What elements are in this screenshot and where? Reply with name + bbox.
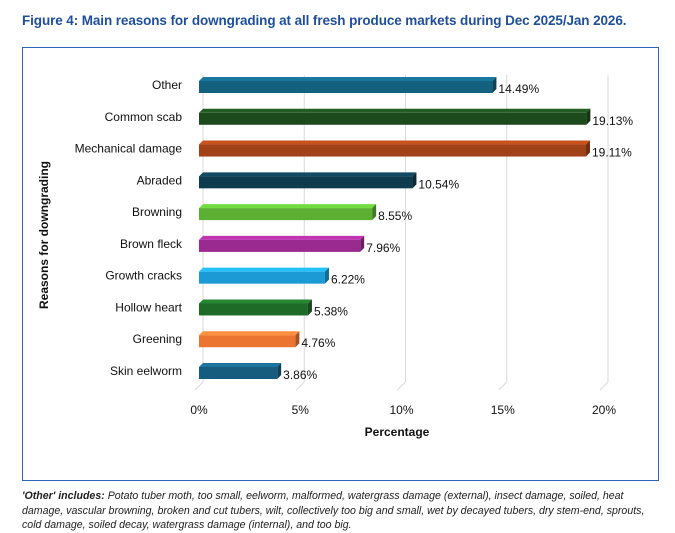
data-label: 5.38%: [314, 304, 348, 318]
bar-side: [307, 299, 312, 316]
bar-top: [199, 140, 590, 145]
bar: [199, 208, 373, 221]
category-label: Abraded: [137, 173, 182, 187]
figure-title: Figure 4: Main reasons for downgrading a…: [22, 13, 627, 28]
category-label: Other: [152, 78, 182, 92]
x-tick-label: 5%: [292, 403, 310, 417]
data-label: 10.54%: [418, 177, 459, 191]
x-tick-label: 0%: [190, 403, 208, 417]
bar: [199, 239, 361, 252]
data-label: 6.22%: [331, 273, 365, 287]
category-label: Mechanical damage: [75, 142, 183, 156]
footnote: 'Other' includes: Potato tuber moth, too…: [22, 489, 662, 533]
bar: [199, 144, 586, 157]
gridline-floor: [397, 381, 406, 391]
bar: [199, 303, 308, 316]
bar: [199, 367, 278, 379]
gridline-floor: [599, 381, 609, 391]
bar: [199, 176, 413, 189]
bar-top: [199, 363, 282, 367]
bar-side: [412, 172, 417, 189]
bar-top: [199, 299, 312, 304]
data-label: 19.13%: [592, 114, 633, 128]
category-label: Skin eelworm: [110, 364, 182, 378]
y-axis-title: Reasons for downgrading: [37, 161, 51, 309]
bar-side: [586, 108, 591, 125]
x-tick-label: 20%: [592, 403, 616, 417]
bar: [199, 81, 493, 93]
bar-side: [295, 331, 300, 348]
bar-top: [199, 331, 300, 336]
data-label: 7.96%: [366, 241, 400, 255]
category-label: Common scab: [105, 110, 183, 124]
bar-top: [199, 108, 591, 113]
bar-top: [199, 235, 365, 240]
footnote-lead: 'Other' includes:: [22, 490, 105, 502]
category-label: Hollow heart: [115, 300, 182, 314]
x-tick-label: 15%: [491, 403, 515, 417]
gridline-floor: [194, 381, 204, 391]
bar-side: [324, 267, 329, 284]
chart-frame: [22, 47, 659, 481]
gridline-floor: [295, 381, 305, 391]
gridline-floor: [498, 381, 508, 391]
category-label: Greening: [133, 332, 182, 346]
data-label: 8.55%: [378, 209, 412, 223]
bar-top: [199, 172, 417, 177]
bar: [199, 271, 325, 284]
bar-side: [360, 235, 365, 252]
data-label: 14.49%: [498, 82, 539, 96]
bar-side: [492, 77, 497, 93]
category-label: Brown fleck: [120, 237, 183, 251]
bar-side: [277, 363, 282, 379]
bar-side: [372, 204, 377, 221]
x-axis-title: Percentage: [365, 425, 430, 439]
category-label: Growth cracks: [105, 269, 182, 283]
data-label: 4.76%: [301, 336, 335, 350]
bar: [199, 335, 296, 348]
bar-chart: 0% 5% 10% 15% 20% Percentage Reasons for downg…: [37, 75, 633, 439]
footnote-text: Potato tuber moth, too small, eelworm, m…: [22, 490, 645, 531]
bar: [199, 112, 587, 125]
bar-side: [585, 140, 590, 157]
bar-top: [199, 77, 497, 81]
category-label: Browning: [132, 205, 182, 219]
x-tick-label: 10%: [389, 403, 413, 417]
bar-top: [199, 267, 329, 272]
data-label: 19.11%: [592, 146, 632, 160]
data-label: 3.86%: [283, 368, 317, 382]
bar-top: [199, 204, 377, 209]
